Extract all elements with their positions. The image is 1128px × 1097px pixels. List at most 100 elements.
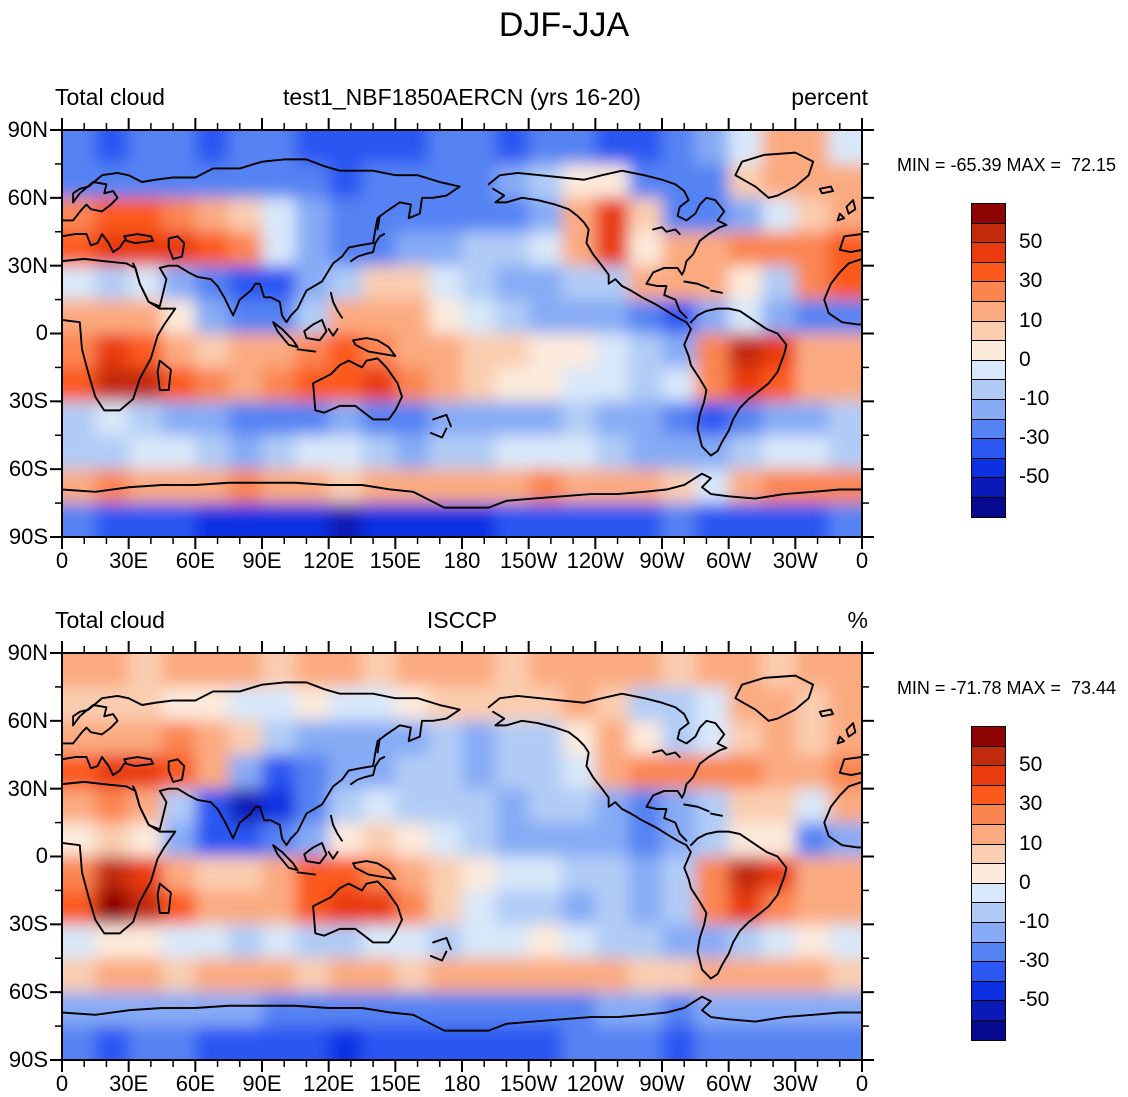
grid-cell xyxy=(295,1026,330,1060)
colorbar-cell xyxy=(971,941,1006,963)
grid-cell xyxy=(262,469,297,504)
grid-cell xyxy=(195,788,230,824)
grid-cell xyxy=(695,231,730,267)
grid-cell xyxy=(728,265,763,301)
grid-cell xyxy=(762,401,797,437)
colorbar-cell xyxy=(971,261,1006,283)
grid-cell xyxy=(195,992,230,1027)
grid-cell xyxy=(128,754,163,790)
grid-cell xyxy=(628,958,663,994)
grid-cell xyxy=(762,163,797,199)
grid-cell xyxy=(828,197,862,233)
grid-cell xyxy=(262,958,297,994)
grid-cell xyxy=(95,435,130,471)
grid-cell xyxy=(528,130,563,165)
grid-cell xyxy=(162,653,197,688)
grid-cell xyxy=(595,163,630,199)
grid-cell xyxy=(162,163,197,199)
heatmap xyxy=(62,653,862,1060)
grid-cell xyxy=(95,130,130,165)
grid-cell xyxy=(228,1026,263,1060)
grid-cell xyxy=(562,367,597,403)
grid-cell xyxy=(162,367,197,403)
grid-cell xyxy=(228,720,263,756)
grid-cell xyxy=(562,435,597,471)
grid-cell xyxy=(695,299,730,335)
grid-cell xyxy=(428,788,463,824)
grid-cell xyxy=(295,299,330,335)
colorbar-tick-label: -30 xyxy=(1019,949,1050,973)
grid-cell xyxy=(262,754,297,790)
grid-cell xyxy=(428,720,463,756)
grid-cell xyxy=(828,435,862,471)
grid-cell xyxy=(95,890,130,926)
grid-cell xyxy=(62,333,97,369)
grid-cell xyxy=(528,231,563,267)
colorbar-cell xyxy=(971,301,1006,322)
grid-cell xyxy=(562,788,597,824)
grid-cell xyxy=(428,130,463,165)
grid-cell xyxy=(828,653,862,688)
grid-cell xyxy=(528,856,563,892)
colorbar-cell xyxy=(971,222,1006,244)
grid-cell xyxy=(228,856,263,892)
grid-cell xyxy=(195,720,230,756)
grid-cell xyxy=(295,788,330,824)
grid-cell xyxy=(595,822,630,858)
grid-cell xyxy=(595,299,630,335)
grid-cell xyxy=(595,686,630,722)
grid-cell xyxy=(628,856,663,892)
grid-cell xyxy=(195,856,230,892)
grid-cell xyxy=(328,788,363,824)
grid-cell xyxy=(562,822,597,858)
grid-cell xyxy=(62,469,97,504)
lon-tick-label: 0 xyxy=(855,548,869,573)
grid-cell xyxy=(395,299,430,335)
axis-ticks xyxy=(50,641,874,1072)
grid-cell xyxy=(162,822,197,858)
grid-cell xyxy=(95,958,130,994)
colorbar-tick-label: 0 xyxy=(1019,870,1031,894)
grid-cell xyxy=(828,720,862,756)
grid-cell xyxy=(295,958,330,994)
grid-cell xyxy=(262,720,297,756)
grid-cell xyxy=(328,435,363,471)
grid-cell xyxy=(195,924,230,960)
grid-cell xyxy=(528,265,563,301)
grid-cell xyxy=(195,435,230,471)
grid-cell xyxy=(128,435,163,471)
grid-cell xyxy=(128,958,163,994)
grid-cell xyxy=(295,231,330,267)
lat-tick-label: 60N xyxy=(7,707,48,733)
grid-cell xyxy=(462,754,497,790)
grid-cell xyxy=(695,130,730,165)
grid-cell xyxy=(762,231,797,267)
grid-cell xyxy=(828,958,862,994)
grid-cell xyxy=(262,367,297,403)
grid-cell xyxy=(228,435,263,471)
grid-cell xyxy=(728,1026,763,1060)
grid-cell xyxy=(695,686,730,722)
grid-cell xyxy=(495,653,530,688)
grid-cell xyxy=(795,958,830,994)
grid-cell xyxy=(695,1026,730,1060)
grid-cell xyxy=(662,890,697,926)
grid-cell xyxy=(795,856,830,892)
grid-cell xyxy=(362,435,397,471)
grid-cell xyxy=(428,231,463,267)
grid-cell xyxy=(262,992,297,1027)
grid-cell xyxy=(462,890,497,926)
grid-cell xyxy=(562,924,597,960)
grid-cell xyxy=(362,503,397,537)
grid-cell xyxy=(328,653,363,688)
grid-cell xyxy=(428,958,463,994)
lon-tick-label: 60E xyxy=(175,548,215,573)
grid-cell xyxy=(428,435,463,471)
lon-tick-label: 150E xyxy=(369,1071,422,1096)
grid-cell xyxy=(728,958,763,994)
grid-cell xyxy=(828,890,862,926)
lon-tick-label: 60E xyxy=(175,1071,215,1096)
grid-cell xyxy=(528,197,563,233)
grid-cell xyxy=(195,958,230,994)
grid-cell xyxy=(62,1026,97,1060)
